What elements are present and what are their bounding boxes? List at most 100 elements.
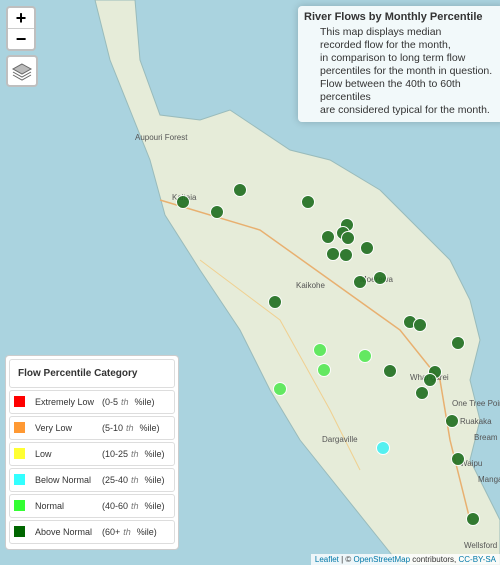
range: (10-25 [102,449,129,459]
layers-button[interactable] [6,55,38,87]
info-panel: River Flows by Monthly Percentile This m… [298,6,500,122]
info-line: in comparison to long term flow [320,52,466,64]
marker[interactable] [360,241,374,255]
place-label: Wellsford [464,541,497,550]
legend-range: (0-5 th %ile) [102,391,155,413]
legend-swatch [14,474,25,485]
legend-range: (10-25 th %ile) [102,443,165,465]
place-label: Bream Bay [474,433,500,442]
legend-range: (5-10 th %ile) [102,417,160,439]
place-label: Aupouri Forest [135,133,188,142]
place-label: Waipu [460,459,482,468]
link[interactable]: Leaflet [314,555,339,564]
legend-item: Low (10-25 th %ile) [9,442,175,466]
marker[interactable] [321,230,335,244]
link[interactable]: OpenStreetMap [353,555,411,564]
legend-label: Below Normal [35,475,92,485]
info-line: percentiles for the month in question. [320,65,493,77]
suffix: th [123,527,131,537]
marker[interactable] [273,382,287,396]
text: | © [338,555,354,564]
info-title: River Flows by Monthly Percentile [304,11,483,23]
unit: %ile) [136,527,157,537]
legend-item: Normal (40-60 th %ile) [9,494,175,518]
place-label: Dargaville [322,435,358,444]
marker[interactable] [210,205,224,219]
marker[interactable] [313,343,327,357]
marker[interactable] [445,414,459,428]
range: (0-5 [102,397,119,407]
marker[interactable] [176,195,190,209]
legend-swatch [14,526,25,537]
range: (60+ [102,527,121,537]
road [159,199,471,521]
legend: Flow Percentile Category Extremely Low (0… [5,355,179,550]
legend-item: Extremely Low (0-5 th %ile) [9,390,175,414]
marker[interactable] [373,271,387,285]
text: contributors, [410,555,459,564]
suffix: th [126,423,134,433]
marker[interactable] [451,452,465,466]
road [199,259,361,471]
marker[interactable] [358,349,372,363]
legend-range: (40-60 th %ile) [102,495,165,517]
legend-item: Above Normal (60+ th %ile) [9,520,175,544]
info-line: Flow between the 40th to 60th percentile… [320,78,461,103]
attribution: Leaflet | © OpenStreetMap contributors, … [310,554,500,565]
legend-label: Normal [35,501,65,511]
marker[interactable] [233,183,247,197]
suffix: th [131,475,139,485]
marker[interactable] [301,195,315,209]
place-label: Ruakaka [460,417,492,426]
legend-label: Extremely Low [35,397,95,407]
marker[interactable] [326,247,340,261]
range: (5-10 [102,423,124,433]
suffix: th [131,449,139,459]
suffix: th [131,501,139,511]
suffix: th [121,397,129,407]
legend-item: Below Normal (25-40 th %ile) [9,468,175,492]
legend-swatch [14,500,25,511]
range: (25-40 [102,475,129,485]
marker[interactable] [341,231,355,245]
place-label: Mangawhai Heads [478,475,500,484]
info-line: This map displays median [320,26,442,38]
legend-item: Very Low (5-10 th %ile) [9,416,175,440]
range: (40-60 [102,501,129,511]
place-label: One Tree Point [452,399,500,408]
legend-range: (60+ th %ile) [102,521,157,543]
markers [176,183,480,526]
unit: %ile) [144,475,165,485]
unit: %ile) [134,397,155,407]
info-line: are considered typical for the month. [320,104,490,116]
place-label: Kaikohe [296,281,325,290]
marker[interactable] [317,363,331,377]
marker[interactable] [451,336,465,350]
legend-label: Very Low [35,423,73,433]
zoom-control: + − [6,6,36,51]
unit: %ile) [139,423,160,433]
marker[interactable] [353,275,367,289]
unit: %ile) [144,449,165,459]
marker[interactable] [376,441,390,455]
legend-range: (25-40 th %ile) [102,469,165,491]
link[interactable]: CC-BY-SA [458,555,497,564]
unit: %ile) [144,501,165,511]
layers-icon [11,63,33,81]
marker[interactable] [466,512,480,526]
legend-swatch [14,396,25,407]
marker[interactable] [423,373,437,387]
marker[interactable] [268,295,282,309]
legend-label: Above Normal [35,527,93,537]
marker[interactable] [339,248,353,262]
legend-title: Flow Percentile Category [9,359,175,388]
zoom-out[interactable]: − [15,29,27,49]
marker[interactable] [413,318,427,332]
legend-swatch [14,422,25,433]
zoom-in[interactable]: + [8,8,34,29]
info-line: recorded flow for the month, [320,39,451,51]
marker[interactable] [383,364,397,378]
marker[interactable] [415,386,429,400]
land [94,0,500,565]
